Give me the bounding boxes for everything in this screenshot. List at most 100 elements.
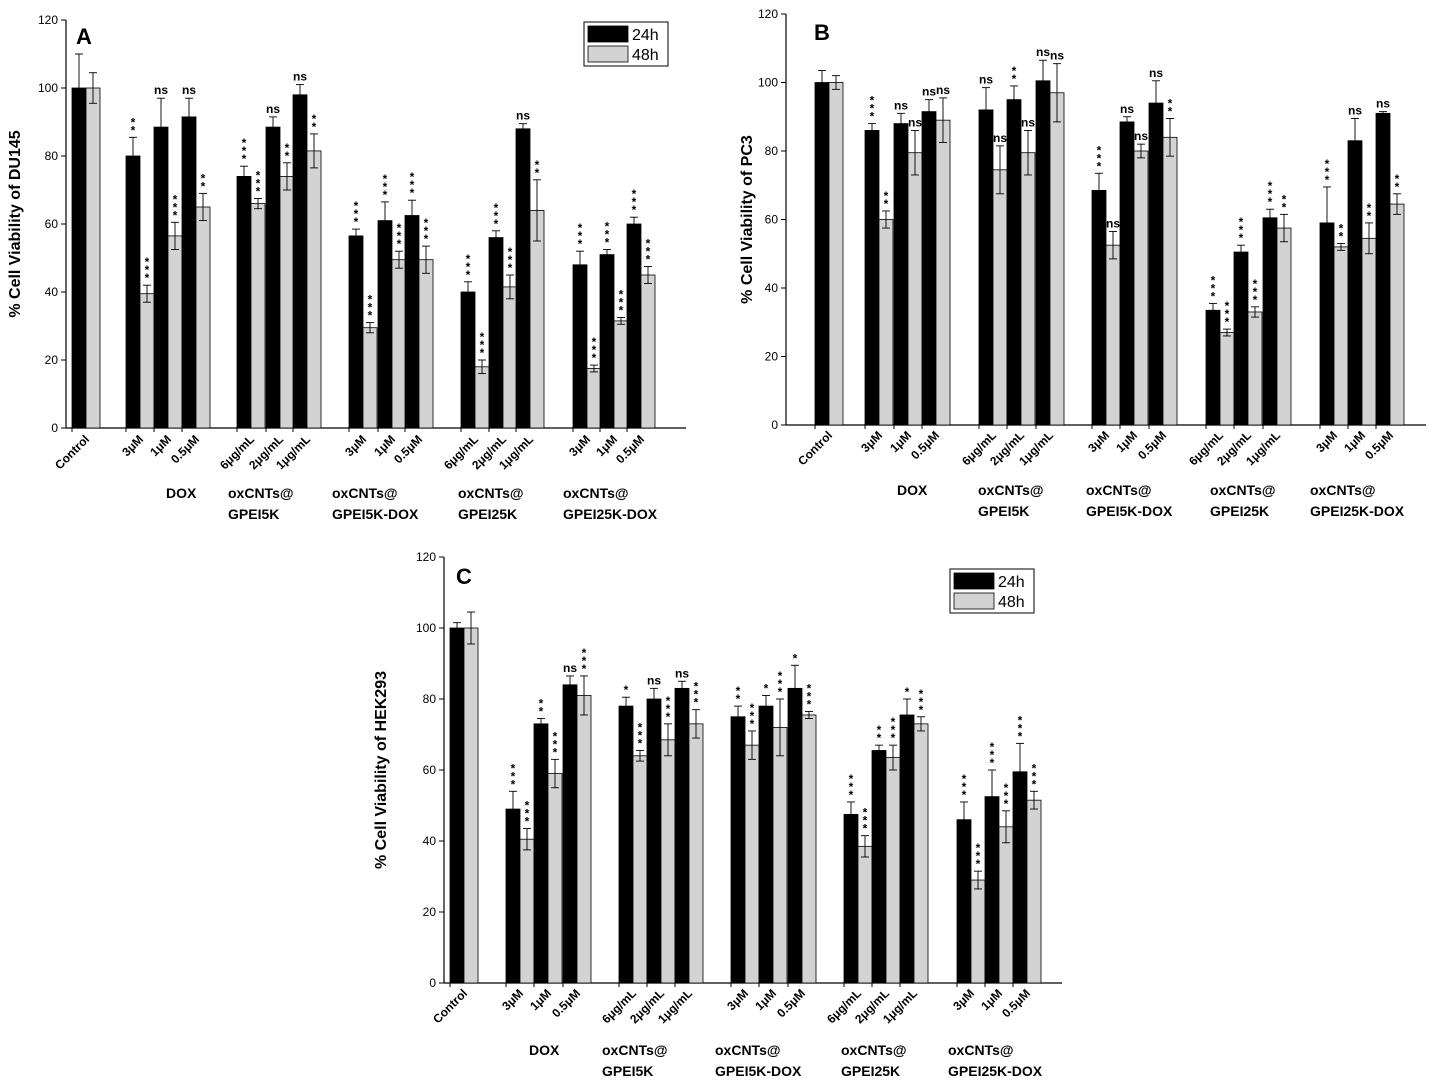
significance-label: * * (1168, 96, 1173, 118)
significance-label: * * * (525, 799, 530, 829)
significance-label: * * * (619, 288, 624, 318)
significance-label: * * (884, 189, 889, 211)
x-tick-label: 0.5μM (999, 986, 1033, 1020)
bar-48h (640, 274, 656, 429)
x-tick-label: 0.5μM (391, 432, 425, 466)
significance-label: * * (201, 171, 206, 193)
legend-swatch-24h (953, 572, 995, 590)
bar-24h (984, 796, 1000, 984)
significance-label: * * * (632, 187, 637, 217)
chart-panel-c: 0 20 40 60 80 100 120 % Cell Viability of HEK29… (373, 550, 1062, 1079)
group-label: oxCNTs@ GPEI25K-DOX (1310, 482, 1405, 519)
legend-swatch-48h (953, 592, 995, 610)
x-tick-label: 0.5μM (549, 986, 583, 1020)
significance-label: * * * (1268, 179, 1273, 209)
bar-24h (1375, 112, 1391, 426)
legend-swatch-24h (587, 25, 629, 43)
x-tick-label: 3μM (119, 432, 146, 459)
significance-label: * * * (1211, 273, 1216, 303)
significance-label: ns (1134, 129, 1148, 143)
bar-48h (998, 826, 1014, 984)
bar-24h (265, 126, 281, 429)
bar-48h (391, 259, 407, 429)
significance-label: * * * (553, 729, 558, 759)
legend-label-48h: 48h (998, 594, 1025, 611)
significance-label: * * * (397, 221, 402, 251)
bar-24h (921, 111, 937, 426)
group-label: oxCNTs@ GPEI25K-DOX (563, 485, 658, 522)
y-tick-label: 20 (423, 905, 437, 919)
bar-48h (992, 169, 1008, 426)
bar-48h (250, 203, 266, 429)
legend-label-48h: 48h (632, 47, 659, 64)
significance-label: * * * (750, 701, 755, 731)
bar-24h (646, 698, 662, 984)
y-tick-label: 80 (765, 144, 779, 158)
significance-label: ns (563, 661, 577, 675)
y-tick-label: 120 (416, 550, 436, 564)
bar-24h (533, 723, 549, 984)
significance-label: * * * (807, 681, 812, 711)
group-label: oxCNTs@ GPEI5K (978, 482, 1044, 519)
bar-24h (730, 716, 746, 984)
bar-24h (626, 223, 642, 429)
y-axis-label: % Cell Viability of HEK293 (373, 671, 390, 869)
significance-label: * * * (1239, 215, 1244, 245)
significance-label: ns (1149, 66, 1163, 80)
legend-label-24h: 24h (998, 574, 1025, 591)
significance-label: * * * (849, 772, 854, 802)
bar-24h (348, 235, 364, 429)
group-label: oxCNTs@ GPEI5K (228, 485, 294, 522)
bar-48h (167, 235, 183, 429)
y-tick-label: 40 (423, 834, 437, 848)
bar-24h (599, 254, 615, 429)
significance-label: ns (908, 115, 922, 129)
bar-48h (772, 727, 788, 984)
significance-label: * (624, 683, 629, 697)
x-tick-label: 0.5μM (1362, 428, 1396, 462)
bar-24h (956, 819, 972, 984)
bar-48h (195, 206, 211, 429)
significance-label: * * (1395, 172, 1400, 194)
significance-label: * * * (1032, 761, 1037, 791)
bar-48h (801, 714, 817, 984)
y-tick-label: 0 (771, 418, 778, 432)
bar-24h (1091, 189, 1107, 426)
bar-24h (1347, 140, 1363, 426)
significance-label: * * * (508, 245, 513, 275)
bar-48h (1162, 136, 1178, 426)
bar-24h (125, 155, 141, 429)
y-tick-label: 0 (51, 421, 58, 435)
significance-label: * * * (480, 330, 485, 360)
bar-24h (787, 687, 803, 984)
bar-24h (460, 291, 476, 429)
significance-label: * * * (666, 694, 671, 724)
y-tick-label: 100 (758, 76, 778, 90)
bar-48h (913, 723, 929, 984)
significance-label: * * * (578, 221, 583, 251)
bar-48h (547, 773, 563, 984)
significance-label: * * * (919, 687, 924, 717)
x-tick-label: 0.5μM (168, 432, 202, 466)
bar-24h (1233, 251, 1249, 426)
significance-label: * * * (990, 740, 995, 770)
bar-24h (236, 175, 252, 429)
y-tick-label: 0 (429, 976, 436, 990)
bar-24h (515, 128, 531, 429)
y-tick-label: 120 (758, 7, 778, 21)
y-axis-label: % Cell Viability of DU145 (7, 130, 24, 317)
significance-label: * * * (592, 335, 597, 365)
significance-label: ns (293, 70, 307, 84)
significance-label: * * * (1253, 277, 1258, 307)
bar-48h (1026, 799, 1042, 984)
group-label: oxCNTs@ GPEI25K (1210, 482, 1276, 519)
bar-48h (660, 739, 676, 984)
significance-label: * * * (976, 841, 981, 871)
significance-label: ns (182, 83, 196, 97)
bar-48h (279, 175, 295, 429)
y-tick-label: 20 (45, 353, 59, 367)
x-tick-label: 0.5μM (908, 428, 942, 462)
bar-24h (449, 627, 465, 984)
bar-48h (1133, 150, 1149, 426)
bar-24h (618, 705, 634, 984)
